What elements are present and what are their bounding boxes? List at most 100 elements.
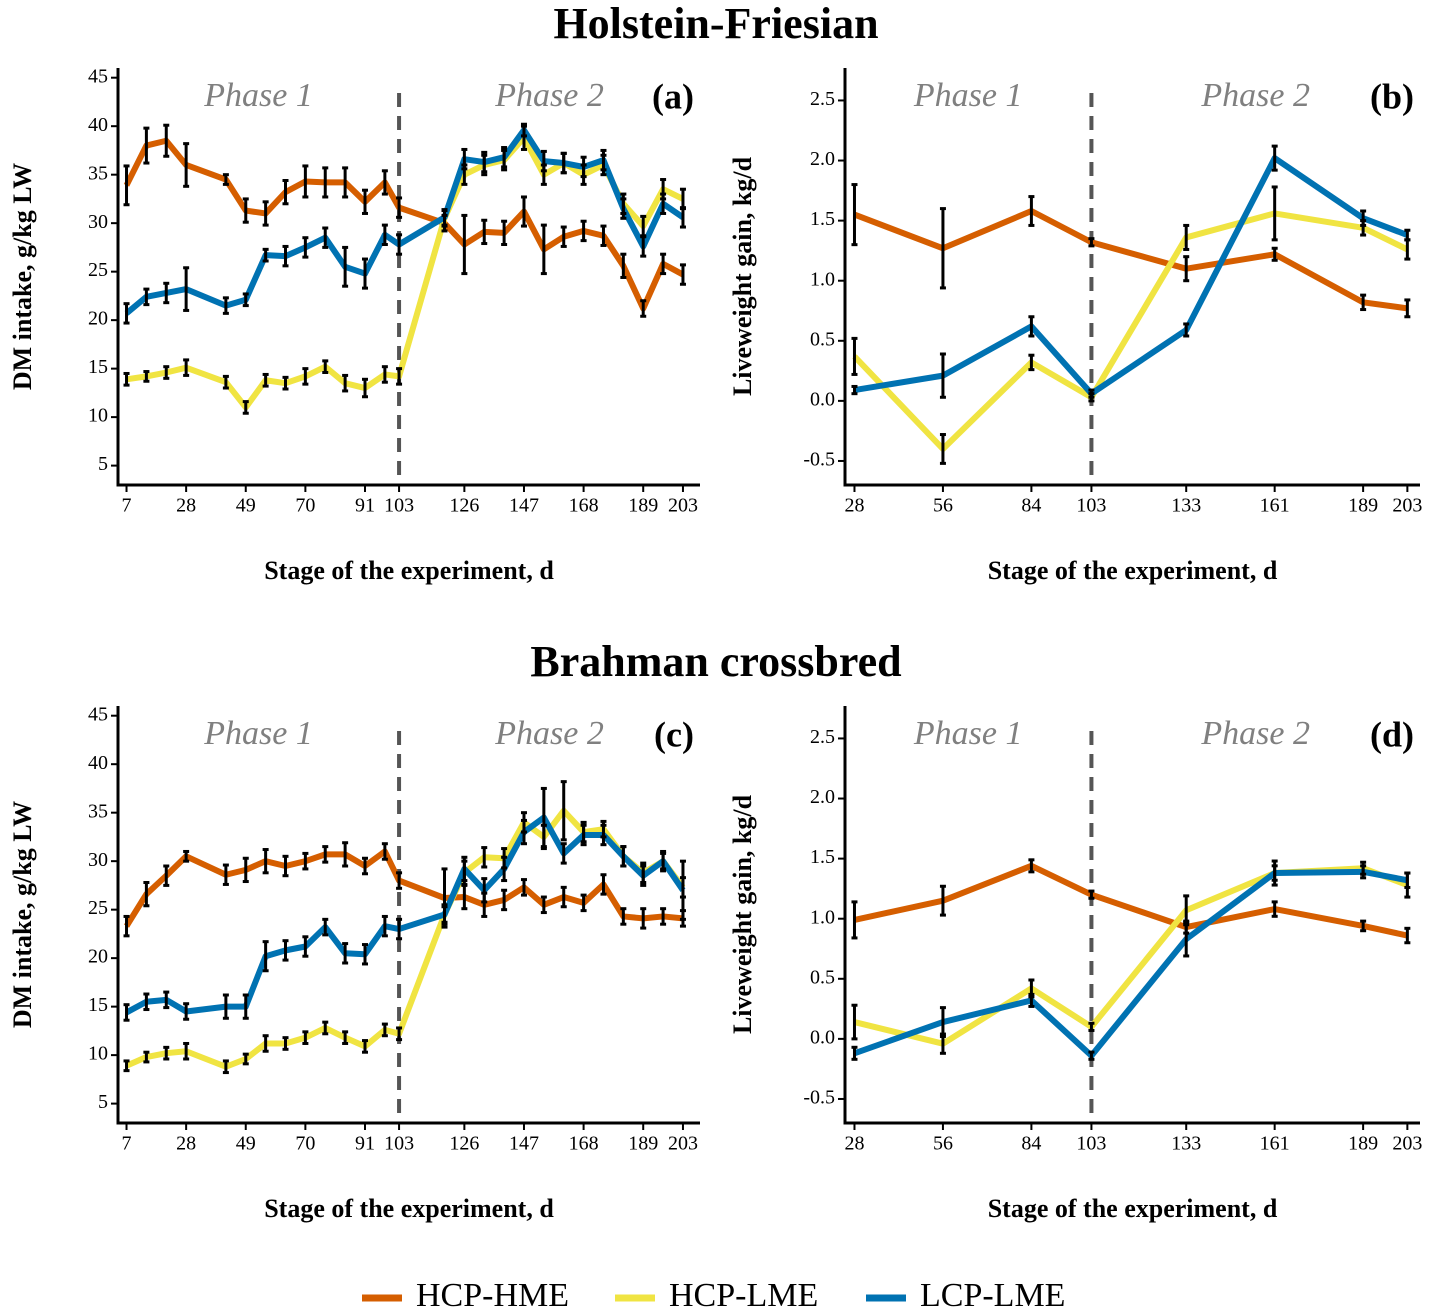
- series-line: [853, 208, 1408, 312]
- error-bar: [143, 370, 150, 383]
- series-line: [853, 865, 1409, 1047]
- error-bar: [1271, 144, 1278, 172]
- error-bar: [1404, 298, 1411, 319]
- series-line: [126, 134, 685, 411]
- x-tick-label: 103: [384, 495, 414, 517]
- error-bar: [1271, 246, 1278, 262]
- x-tick-label: 84: [1021, 495, 1041, 517]
- error-bar: [302, 851, 309, 871]
- error-bar: [461, 855, 468, 883]
- series-line: [853, 862, 1408, 939]
- y-tick-label: 25: [88, 259, 108, 281]
- error-bar: [1404, 926, 1411, 945]
- error-bar: [580, 823, 587, 847]
- error-bar: [322, 359, 329, 375]
- error-bar: [242, 1052, 249, 1066]
- error-bar: [481, 846, 488, 869]
- x-tick-label: 103: [1076, 495, 1106, 517]
- panel: 5 10 15 20 25 30 35 40 45 7 28 49 70 91 103 126 147 168 18…: [8, 703, 700, 1223]
- error-bar: [361, 856, 368, 876]
- error-bar: [361, 257, 368, 290]
- error-bar: [302, 1030, 309, 1045]
- y-tick-label: 30: [88, 849, 108, 871]
- x-tick-label: 28: [844, 1133, 864, 1155]
- y-tick-label: 5: [98, 1091, 108, 1113]
- x-tick-label: 7: [122, 495, 132, 517]
- legend-label: HCP-LME: [669, 1277, 818, 1314]
- error-bar: [342, 245, 349, 288]
- phase-label: Phase 1: [203, 715, 313, 752]
- error-bar: [1360, 919, 1367, 933]
- error-bar: [242, 197, 249, 224]
- error-bar: [381, 914, 388, 938]
- error-bar: [262, 1034, 269, 1053]
- error-bar: [851, 384, 858, 396]
- error-bar: [322, 917, 329, 937]
- error-bar: [1028, 353, 1035, 372]
- y-tick-label: 1.5: [810, 208, 835, 230]
- phase-label: Phase 2: [1200, 715, 1310, 752]
- panel-label: (a): [652, 76, 694, 116]
- error-bar: [1028, 858, 1035, 874]
- x-tick-label: 168: [569, 495, 599, 517]
- error-bar: [163, 281, 170, 305]
- phase-label: Phase 1: [913, 77, 1023, 114]
- x-tick-label: 91: [355, 1133, 375, 1155]
- x-tick-label: 203: [668, 1133, 698, 1155]
- error-bar: [1088, 889, 1095, 900]
- error-bar: [282, 939, 289, 962]
- error-bar: [342, 841, 349, 868]
- x-axis-label: Stage of the experiment, d: [264, 1194, 554, 1223]
- x-tick-label: 126: [449, 495, 479, 517]
- error-bar: [123, 1059, 130, 1073]
- error-bar: [560, 151, 567, 175]
- error-bar: [143, 880, 150, 908]
- error-bar: [183, 266, 190, 312]
- y-tick-label: 0.0: [810, 1026, 835, 1048]
- error-bar: [580, 893, 587, 913]
- error-bar: [282, 244, 289, 268]
- error-bar: [222, 1059, 229, 1075]
- error-bar: [679, 859, 686, 921]
- error-bar: [123, 1003, 130, 1022]
- y-tick-label: 15: [88, 994, 108, 1016]
- error-bar: [1183, 223, 1190, 251]
- error-bar: [660, 252, 667, 276]
- error-bar: [560, 780, 567, 842]
- x-tick-label: 7: [122, 1133, 132, 1155]
- error-bar: [262, 940, 269, 973]
- y-tick-label: -0.5: [803, 449, 835, 471]
- error-bar: [1360, 293, 1367, 312]
- error-bar: [302, 236, 309, 259]
- panel: -0.5 0.0 0.5 1.0 1.5 2.0 2.5 28 56 84 103 133 161 189…: [728, 68, 1422, 585]
- series-line: [853, 868, 1408, 1059]
- error-bar: [183, 1002, 190, 1021]
- error-bar: [143, 992, 150, 1012]
- error-bar: [441, 903, 448, 926]
- error-bar: [222, 993, 229, 1020]
- error-bar: [183, 358, 190, 377]
- error-bar: [939, 207, 946, 290]
- x-tick-label: 203: [1392, 1133, 1422, 1155]
- error-bar: [520, 878, 527, 897]
- error-bar: [396, 1026, 403, 1042]
- error-bar: [660, 192, 667, 215]
- x-tick-label: 28: [176, 1133, 196, 1155]
- x-tick-label: 203: [1392, 495, 1422, 517]
- error-bar: [1028, 315, 1035, 338]
- y-tick-label: 20: [88, 308, 108, 330]
- error-bar: [600, 873, 607, 896]
- x-tick-label: 189: [628, 1133, 658, 1155]
- error-bar: [381, 365, 388, 384]
- error-bar: [540, 223, 547, 276]
- y-tick-label: 0.5: [810, 966, 835, 988]
- error-bar: [262, 372, 269, 388]
- x-tick-label: 84: [1021, 1133, 1041, 1155]
- error-bar: [302, 367, 309, 386]
- x-tick-label: 103: [1076, 1133, 1106, 1155]
- error-bar: [620, 845, 627, 868]
- error-bar: [302, 935, 309, 958]
- error-bar: [501, 855, 508, 883]
- error-bar: [143, 1050, 150, 1064]
- x-tick-label: 28: [844, 495, 864, 517]
